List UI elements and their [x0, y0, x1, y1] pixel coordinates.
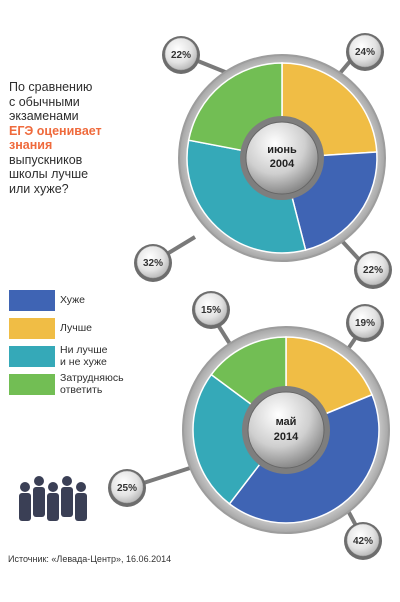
value-label: 24% [355, 47, 375, 58]
legend-label-block: Ни лучше и не хуже [60, 344, 160, 368]
legend-label-block: Затрудняюсь ответить [60, 372, 160, 396]
question-text: По сравнению с обычными экзаменами ЕГЭ о… [9, 80, 149, 196]
question-highlight: знания [9, 138, 53, 152]
value-bubble-better: 19% [346, 304, 384, 342]
question-line: выпускников [9, 152, 83, 167]
value-label: 22% [363, 265, 383, 276]
legend-swatch [9, 290, 55, 311]
value-bubble-unsure: 15% [192, 291, 230, 329]
legend-label: Затрудняюсь [60, 372, 124, 384]
question-line: школы лучше [9, 167, 89, 181]
legend-swatch [9, 374, 55, 395]
value-bubble-worse: 22% [354, 251, 392, 289]
legend-label: ответить [60, 383, 103, 396]
center-disc [247, 391, 325, 469]
pie-chart-2014: май 2014 19% 42% 25% 15% [108, 291, 390, 560]
legend-swatch [9, 346, 55, 367]
people-icon [19, 476, 87, 521]
legend-label: и не хуже [60, 355, 107, 368]
value-bubble-worse: 42% [344, 522, 382, 560]
value-bubble-same: 25% [108, 469, 146, 507]
center-label-year: 2014 [274, 431, 299, 443]
value-label: 15% [201, 305, 221, 316]
legend-label: Хуже [60, 294, 86, 306]
pie-chart-2004: июнь 2004 24% 22% 32% 22% [134, 33, 392, 289]
value-bubble-better: 24% [346, 33, 384, 71]
value-bubble-same: 32% [134, 244, 172, 282]
question-line: По сравнению [9, 80, 93, 94]
source-note: Источник: «Левада-Центр», 16.06.2014 [8, 554, 172, 564]
value-label: 22% [171, 50, 191, 61]
value-bubble-unsure: 22% [162, 36, 200, 74]
center-label-year: 2004 [270, 158, 295, 170]
question-line: экзаменами [9, 109, 79, 123]
value-label: 32% [143, 258, 163, 269]
legend-swatch [9, 318, 55, 339]
legend-label: Ни лучше [60, 344, 108, 356]
legend-label: Лучше [60, 322, 92, 334]
value-label: 19% [355, 318, 375, 329]
center-disc [245, 121, 319, 195]
center-label-month: июнь [267, 144, 297, 156]
value-label: 42% [353, 536, 373, 547]
pie-slice-3 [192, 373, 288, 505]
question-line: с обычными [9, 94, 80, 109]
value-label: 25% [117, 483, 137, 494]
question-highlight: ЕГЭ оценивает [9, 123, 102, 138]
center-label-month: май [276, 416, 297, 428]
question-line: или хуже? [9, 181, 69, 196]
